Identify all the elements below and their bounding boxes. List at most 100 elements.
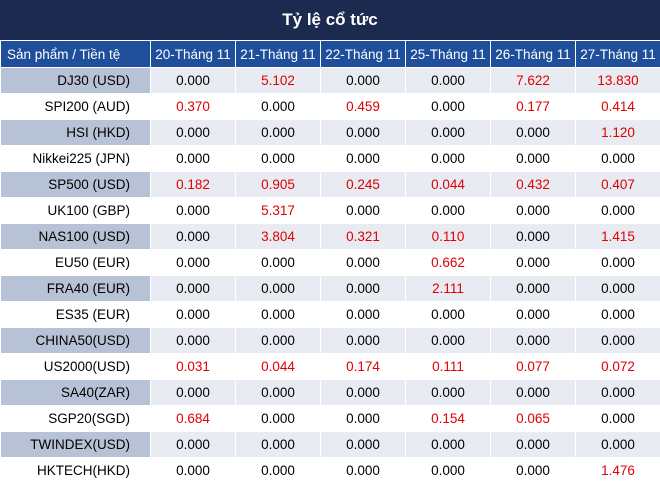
dividend-value-cell: 0.031 (151, 354, 236, 380)
dividend-value-cell: 0.000 (576, 380, 660, 406)
product-cell: Nikkei225 (JPN) (1, 146, 151, 172)
dividend-value-cell: 0.000 (151, 120, 236, 146)
dividend-value-cell: 0.000 (576, 432, 660, 458)
dividend-value-cell: 0.000 (406, 380, 491, 406)
dividend-value-cell: 0.000 (576, 302, 660, 328)
product-cell: FRA40 (EUR) (1, 276, 151, 302)
dividend-value-cell: 0.000 (151, 276, 236, 302)
dividend-value-cell: 1.415 (576, 224, 660, 250)
dividend-table: Sản phẩm / Tiền tệ 20-Tháng 11 21-Tháng … (0, 40, 660, 484)
dividend-value-cell: 0.905 (236, 172, 321, 198)
dividend-value-cell: 13.830 (576, 68, 660, 94)
dividend-value-cell: 0.000 (151, 302, 236, 328)
dividend-value-cell: 0.000 (576, 276, 660, 302)
dividend-value-cell: 0.000 (491, 380, 576, 406)
dividend-value-cell: 0.000 (236, 458, 321, 484)
dividend-value-cell: 0.000 (321, 380, 406, 406)
dividend-value-cell: 5.317 (236, 198, 321, 224)
dividend-value-cell: 0.000 (576, 406, 660, 432)
dividend-value-cell: 0.432 (491, 172, 576, 198)
column-header-date: 20-Tháng 11 (151, 41, 236, 68)
header-row: Sản phẩm / Tiền tệ 20-Tháng 11 21-Tháng … (1, 41, 660, 68)
dividend-value-cell: 0.000 (576, 250, 660, 276)
dividend-value-cell: 0.000 (321, 68, 406, 94)
dividend-value-cell: 0.000 (151, 432, 236, 458)
dividend-value-cell: 0.111 (406, 354, 491, 380)
dividend-value-cell: 0.000 (491, 198, 576, 224)
product-cell: EU50 (EUR) (1, 250, 151, 276)
product-cell: NAS100 (USD) (1, 224, 151, 250)
dividend-value-cell: 0.000 (321, 432, 406, 458)
product-cell: CHINA50(USD) (1, 328, 151, 354)
dividend-value-cell: 0.000 (321, 302, 406, 328)
dividend-value-cell: 0.321 (321, 224, 406, 250)
dividend-value-cell: 0.000 (576, 146, 660, 172)
dividend-value-cell: 0.000 (406, 68, 491, 94)
dividend-value-cell: 0.000 (321, 146, 406, 172)
dividend-value-cell: 0.174 (321, 354, 406, 380)
dividend-value-cell: 0.000 (491, 432, 576, 458)
product-cell: HKTECH(HKD) (1, 458, 151, 484)
dividend-value-cell: 0.177 (491, 94, 576, 120)
dividend-value-cell: 0.000 (406, 458, 491, 484)
table-title: Tỷ lệ cổ tức (0, 0, 660, 40)
dividend-value-cell: 0.000 (321, 198, 406, 224)
dividend-value-cell: 0.000 (321, 120, 406, 146)
dividend-value-cell: 0.072 (576, 354, 660, 380)
dividend-value-cell: 7.622 (491, 68, 576, 94)
dividend-value-cell: 0.000 (321, 250, 406, 276)
dividend-value-cell: 0.000 (491, 328, 576, 354)
dividend-value-cell: 0.684 (151, 406, 236, 432)
dividend-value-cell: 0.000 (491, 224, 576, 250)
dividend-value-cell: 0.000 (151, 146, 236, 172)
dividend-value-cell: 0.077 (491, 354, 576, 380)
dividend-value-cell: 0.182 (151, 172, 236, 198)
dividend-value-cell: 0.000 (406, 198, 491, 224)
dividend-value-cell: 0.000 (406, 302, 491, 328)
dividend-value-cell: 0.110 (406, 224, 491, 250)
dividend-value-cell: 0.000 (236, 380, 321, 406)
dividend-value-cell: 1.120 (576, 120, 660, 146)
dividend-value-cell: 0.000 (236, 94, 321, 120)
dividend-value-cell: 0.000 (151, 224, 236, 250)
dividend-value-cell: 0.459 (321, 94, 406, 120)
dividend-value-cell: 0.000 (406, 432, 491, 458)
dividend-value-cell: 0.000 (151, 458, 236, 484)
dividend-value-cell: 0.000 (491, 302, 576, 328)
column-header-date: 27-Tháng 11 (576, 41, 660, 68)
dividend-value-cell: 3.804 (236, 224, 321, 250)
product-cell: US2000(USD) (1, 354, 151, 380)
dividend-value-cell: 0.000 (236, 250, 321, 276)
dividend-value-cell: 0.000 (576, 198, 660, 224)
product-cell: TWINDEX(USD) (1, 432, 151, 458)
dividend-value-cell: 0.000 (236, 120, 321, 146)
dividend-value-cell: 0.662 (406, 250, 491, 276)
product-cell: SA40(ZAR) (1, 380, 151, 406)
dividend-value-cell: 0.044 (236, 354, 321, 380)
dividend-value-cell: 0.154 (406, 406, 491, 432)
dividend-value-cell: 0.000 (151, 250, 236, 276)
product-cell: SPI200 (AUD) (1, 94, 151, 120)
product-cell: SGP20(SGD) (1, 406, 151, 432)
dividend-value-cell: 5.102 (236, 68, 321, 94)
dividend-value-cell: 0.000 (491, 250, 576, 276)
product-cell: DJ30 (USD) (1, 68, 151, 94)
dividend-value-cell: 0.000 (491, 458, 576, 484)
dividend-value-cell: 0.000 (321, 276, 406, 302)
dividend-value-cell: 0.000 (406, 94, 491, 120)
dividend-value-cell: 0.000 (321, 406, 406, 432)
dividend-value-cell: 0.370 (151, 94, 236, 120)
column-header-date: 26-Tháng 11 (491, 41, 576, 68)
dividend-value-cell: 0.000 (236, 302, 321, 328)
dividend-value-cell: 0.000 (236, 276, 321, 302)
